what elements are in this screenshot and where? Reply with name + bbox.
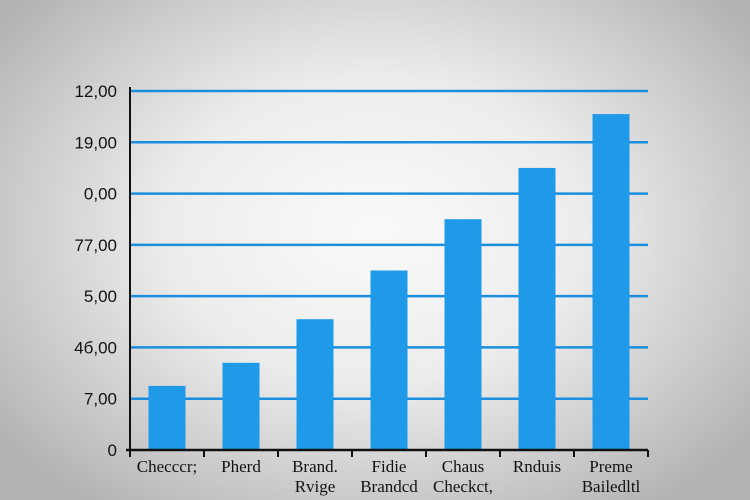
bar [592, 114, 630, 450]
y-tick-label: 19,00 [74, 133, 117, 152]
x-category-label: Bailedltl [582, 477, 641, 496]
y-tick-label: 12,00 [74, 82, 117, 101]
x-category-label: Ti [604, 497, 619, 500]
x-category-label: Rnduis [513, 457, 561, 476]
y-tick-label: 7,00 [84, 390, 117, 409]
y-tick-label: 77,00 [74, 236, 117, 255]
x-category-label: Brand. [292, 457, 338, 476]
x-category-labels: Checccr; Pherd Brand.Rvige FidieBrandcdElem… [137, 457, 641, 500]
y-tick-labels: 0 7,00 4б,00 5,00 77,00 0,00 19,00 12,00 [74, 82, 117, 460]
x-category-label: Fidie [372, 457, 407, 476]
y-tick-label: 5,00 [84, 287, 117, 306]
bar [518, 167, 556, 450]
x-category-label: Checccr; [137, 457, 197, 476]
y-tick-label: 0 [108, 441, 117, 460]
bar [444, 219, 482, 450]
axes [126, 87, 649, 457]
x-category-label: Brandcd [360, 477, 418, 496]
bars [148, 114, 630, 450]
y-tick-label: 4б,00 [74, 338, 117, 357]
x-category-label: Preme [589, 457, 632, 476]
y-tick-label: 0,00 [84, 185, 117, 204]
bar [222, 362, 260, 450]
x-category-label: Checkct, [433, 477, 493, 496]
x-category-label: Pherd [221, 457, 261, 476]
x-category-label: Rvige [295, 477, 336, 496]
bar [296, 319, 334, 450]
bar [148, 385, 186, 450]
x-category-label: Chaus [442, 457, 485, 476]
bar [370, 270, 408, 450]
x-category-label: Elements [357, 497, 420, 500]
